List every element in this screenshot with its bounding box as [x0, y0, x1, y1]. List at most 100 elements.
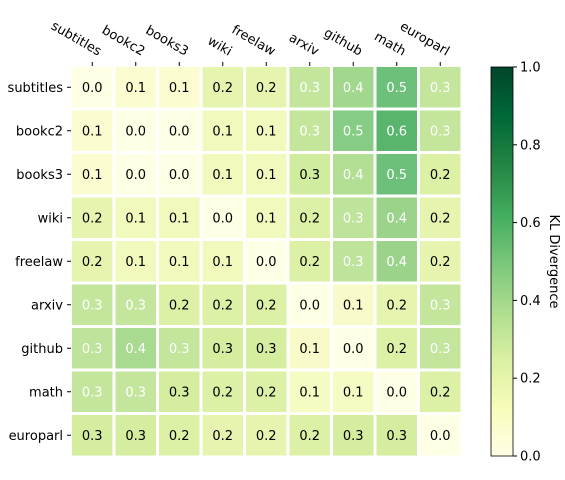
cell-label-europarl-math: 0.3 [386, 429, 407, 444]
colorbar-tick-label: 0.8 [520, 138, 541, 153]
cell-arxiv-books3 [159, 284, 200, 325]
cell-math-freelaw [246, 371, 287, 412]
cell-bookc2-arxiv [289, 110, 330, 151]
col-label-freelaw: freelaw [229, 23, 278, 60]
cell-label-math-wiki: 0.2 [212, 385, 233, 400]
cell-books3-wiki [202, 154, 243, 195]
col-label-github: github [321, 26, 365, 60]
colorbar-tick-label: 1.0 [520, 61, 541, 76]
cell-freelaw-arxiv [289, 241, 330, 282]
cell-github-europarl [420, 328, 461, 369]
cell-label-subtitles-math: 0.5 [386, 81, 407, 96]
cell-label-bookc2-subtitles: 0.1 [82, 124, 103, 139]
cell-label-wiki-arxiv: 0.2 [299, 211, 320, 226]
cell-label-arxiv-math: 0.2 [386, 298, 407, 313]
cell-label-github-books3: 0.3 [169, 342, 190, 357]
cell-math-arxiv [289, 371, 330, 412]
cell-europarl-europarl [420, 415, 461, 456]
cell-label-freelaw-arxiv: 0.2 [299, 255, 320, 270]
cell-subtitles-arxiv [289, 67, 330, 108]
cell-label-europarl-subtitles: 0.3 [82, 429, 103, 444]
colorbar-tick-label: 0.4 [520, 294, 541, 309]
cell-label-europarl-github: 0.3 [343, 429, 364, 444]
cell-label-arxiv-books3: 0.2 [169, 298, 190, 313]
cell-wiki-math [376, 197, 417, 238]
cell-label-math-books3: 0.3 [169, 385, 190, 400]
cell-math-github [333, 371, 374, 412]
cell-books3-subtitles [72, 154, 113, 195]
cell-label-math-math: 0.0 [386, 385, 407, 400]
cell-bookc2-subtitles [72, 110, 113, 151]
cell-github-github [333, 328, 374, 369]
cell-arxiv-bookc2 [115, 284, 156, 325]
row-labels: subtitles bookc2 books3 wiki freelaw arxiv git… [8, 81, 71, 444]
cell-github-wiki [202, 328, 243, 369]
colorbar-gradient [490, 66, 514, 457]
cell-bookc2-bookc2 [115, 110, 156, 151]
row-label-subtitles: subtitles [8, 81, 64, 96]
cell-bookc2-github [333, 110, 374, 151]
cell-books3-europarl [420, 154, 461, 195]
cell-math-wiki [202, 371, 243, 412]
cell-label-wiki-books3: 0.1 [169, 211, 190, 226]
cell-label-books3-wiki: 0.1 [212, 168, 233, 183]
cell-label-books3-math: 0.5 [386, 168, 407, 183]
cell-label-books3-bookc2: 0.0 [125, 168, 146, 183]
cell-label-freelaw-europarl: 0.2 [430, 255, 451, 270]
cell-label-books3-europarl: 0.2 [430, 168, 451, 183]
cell-freelaw-europarl [420, 241, 461, 282]
cell-wiki-github [333, 197, 374, 238]
cell-github-books3 [159, 328, 200, 369]
cell-label-freelaw-github: 0.3 [343, 255, 364, 270]
cell-books3-math [376, 154, 417, 195]
cell-label-subtitles-bookc2: 0.1 [125, 81, 146, 96]
cell-arxiv-subtitles [72, 284, 113, 325]
cell-books3-bookc2 [115, 154, 156, 195]
cell-europarl-wiki [202, 415, 243, 456]
cell-freelaw-freelaw [246, 241, 287, 282]
cell-subtitles-math [376, 67, 417, 108]
cell-freelaw-wiki [202, 241, 243, 282]
cell-label-bookc2-freelaw: 0.1 [256, 124, 277, 139]
cell-books3-books3 [159, 154, 200, 195]
cell-label-subtitles-subtitles: 0.0 [82, 81, 103, 96]
cell-label-europarl-books3: 0.2 [169, 429, 190, 444]
cell-label-arxiv-arxiv: 0.0 [299, 298, 320, 313]
cell-wiki-wiki [202, 197, 243, 238]
cell-label-wiki-github: 0.3 [343, 211, 364, 226]
cell-bookc2-wiki [202, 110, 243, 151]
cell-github-arxiv [289, 328, 330, 369]
col-label-books3: books3 [143, 23, 191, 59]
row-label-freelaw: freelaw [15, 255, 63, 270]
cell-label-github-wiki: 0.3 [212, 342, 233, 357]
cell-label-europarl-bookc2: 0.3 [125, 429, 146, 444]
cell-label-books3-arxiv: 0.3 [299, 168, 320, 183]
cell-github-subtitles [72, 328, 113, 369]
cell-label-europarl-freelaw: 0.2 [256, 429, 277, 444]
cell-subtitles-wiki [202, 67, 243, 108]
cell-subtitles-europarl [420, 67, 461, 108]
cell-freelaw-github [333, 241, 374, 282]
cell-arxiv-freelaw [246, 284, 287, 325]
col-label-bookc2: bookc2 [99, 23, 147, 60]
row-label-math: math [29, 385, 63, 400]
cell-label-books3-books3: 0.0 [169, 168, 190, 183]
cell-europarl-math [376, 415, 417, 456]
cell-label-europarl-arxiv: 0.2 [299, 429, 320, 444]
cell-label-math-europarl: 0.2 [430, 385, 451, 400]
cell-label-books3-github: 0.4 [343, 168, 364, 183]
row-label-wiki: wiki [38, 211, 63, 226]
cell-label-math-github: 0.1 [343, 385, 364, 400]
cell-europarl-arxiv [289, 415, 330, 456]
cell-label-wiki-bookc2: 0.1 [125, 211, 146, 226]
colorbar-tick-label: 0.0 [520, 450, 541, 465]
cell-github-math [376, 328, 417, 369]
col-label-arxiv: arxiv [286, 30, 321, 59]
cell-europarl-books3 [159, 415, 200, 456]
colorbar-tick-label: 0.2 [520, 372, 541, 387]
cell-label-github-europarl: 0.3 [430, 342, 451, 357]
cell-label-books3-freelaw: 0.1 [256, 168, 277, 183]
cell-bookc2-math [376, 110, 417, 151]
cell-freelaw-bookc2 [115, 241, 156, 282]
